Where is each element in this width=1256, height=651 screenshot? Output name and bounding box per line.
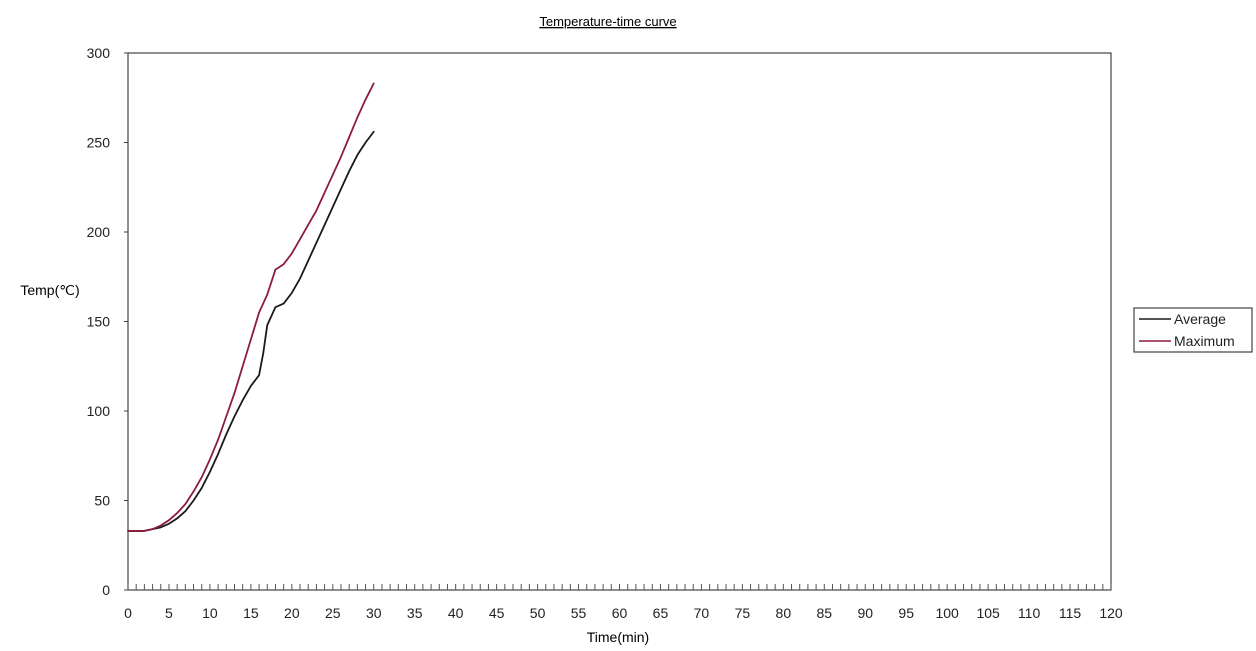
x-axis-ticks: 0 5 10 15 20 25 30 35 40 45 50 55 60 65 70 75 80 85 90 95 10… bbox=[124, 584, 1123, 621]
legend-entry-average: Average bbox=[1174, 311, 1226, 327]
y-tick-label: 300 bbox=[87, 45, 111, 61]
y-tick-label: 250 bbox=[87, 135, 111, 151]
y-tick-label: 100 bbox=[87, 403, 111, 419]
x-tick-label: 105 bbox=[976, 605, 1000, 621]
x-tick-label: 40 bbox=[448, 605, 464, 621]
y-tick-label: 150 bbox=[87, 314, 111, 330]
legend-box bbox=[1133, 307, 1253, 353]
plot-frame bbox=[127, 52, 1112, 591]
y-axis-label: Temp(℃) bbox=[20, 282, 79, 298]
x-tick-label: 80 bbox=[776, 605, 792, 621]
x-tick-label: 115 bbox=[1059, 605, 1082, 621]
x-tick-label: 20 bbox=[284, 605, 300, 621]
series-line-average bbox=[127, 130, 375, 532]
series-lines bbox=[127, 82, 375, 532]
x-tick-label: 75 bbox=[735, 605, 751, 621]
x-tick-label: 70 bbox=[694, 605, 710, 621]
x-tick-label: 0 bbox=[124, 605, 132, 621]
series-line-maximum bbox=[127, 82, 375, 532]
x-tick-label: 35 bbox=[407, 605, 423, 621]
x-tick-label: 50 bbox=[530, 605, 546, 621]
x-axis-label: Time(min) bbox=[587, 629, 649, 645]
x-tick-label: 90 bbox=[857, 605, 873, 621]
x-tick-label: 15 bbox=[243, 605, 259, 621]
plot-area bbox=[127, 52, 1112, 591]
x-tick-label: 5 bbox=[165, 605, 173, 621]
legend-entry-maximum: Maximum bbox=[1174, 333, 1235, 349]
y-tick-label: 50 bbox=[94, 493, 110, 509]
x-tick-label: 45 bbox=[489, 605, 505, 621]
x-tick-label: 60 bbox=[612, 605, 628, 621]
x-tick-label: 100 bbox=[935, 605, 959, 621]
y-axis-ticks: 0 50 100 150 200 250 300 bbox=[87, 45, 128, 598]
x-tick-label: 65 bbox=[653, 605, 669, 621]
x-tick-label: 120 bbox=[1099, 605, 1123, 621]
chart-title: Temperature-time curve bbox=[539, 14, 676, 29]
y-tick-label: 200 bbox=[87, 224, 111, 240]
y-tick-label: 0 bbox=[102, 582, 110, 598]
x-tick-label: 95 bbox=[898, 605, 914, 621]
x-tick-label: 85 bbox=[817, 605, 833, 621]
x-tick-label: 110 bbox=[1018, 605, 1041, 621]
x-tick-label: 10 bbox=[202, 605, 218, 621]
x-tick-label: 25 bbox=[325, 605, 341, 621]
legend: Average Maximum bbox=[1133, 307, 1253, 353]
x-tick-label: 30 bbox=[366, 605, 382, 621]
x-tick-label: 55 bbox=[571, 605, 587, 621]
